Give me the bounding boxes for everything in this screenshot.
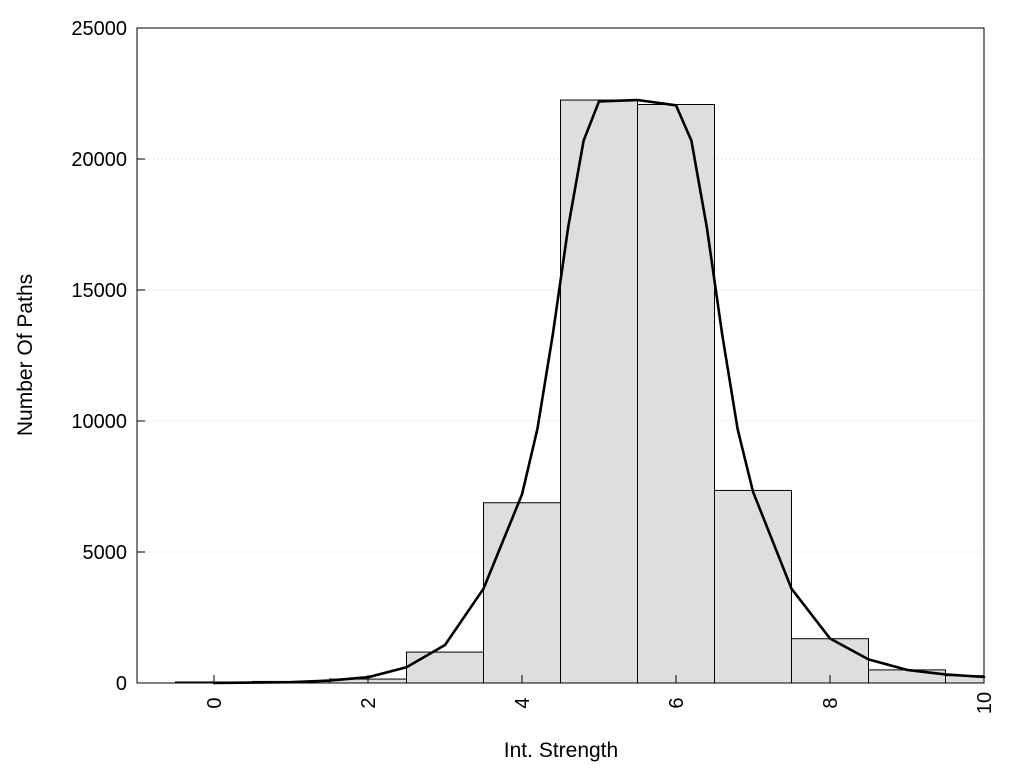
histogram-bar: [637, 104, 715, 684]
plot-border: [136, 27, 985, 684]
y-tick-label: 25000: [71, 18, 127, 40]
x-axis-label: Int. Strength: [504, 739, 618, 762]
histogram-bar: [714, 489, 792, 684]
x-tick-label: 4: [512, 697, 534, 708]
y-axis-ticks: 0 5000 10000 15000 20000 25000: [71, 18, 145, 695]
histogram-bar: [560, 99, 638, 684]
y-axis-label: Number Of Paths: [14, 274, 37, 436]
y-tick-label: 10000: [71, 411, 127, 433]
plot-frame: [136, 27, 985, 684]
histogram-bar: [406, 651, 484, 684]
y-tick-label: 15000: [71, 280, 127, 302]
y-tick-label: 5000: [83, 542, 128, 564]
histogram-bar: [483, 502, 561, 684]
x-tick-label: 6: [666, 697, 688, 708]
fit-curve: [212, 98, 986, 685]
x-tick-label: 8: [820, 697, 842, 708]
y-tick-label: 20000: [71, 149, 127, 171]
x-tick-label: 0: [204, 697, 226, 708]
x-tick-label: 10: [974, 692, 996, 714]
x-tick-label: 2: [358, 697, 380, 708]
curve-line: [212, 98, 986, 685]
histogram-bars: [175, 99, 985, 684]
x-axis-ticks: 0 2 4 6 8 10: [204, 675, 996, 714]
y-tick-label: 0: [116, 673, 127, 695]
